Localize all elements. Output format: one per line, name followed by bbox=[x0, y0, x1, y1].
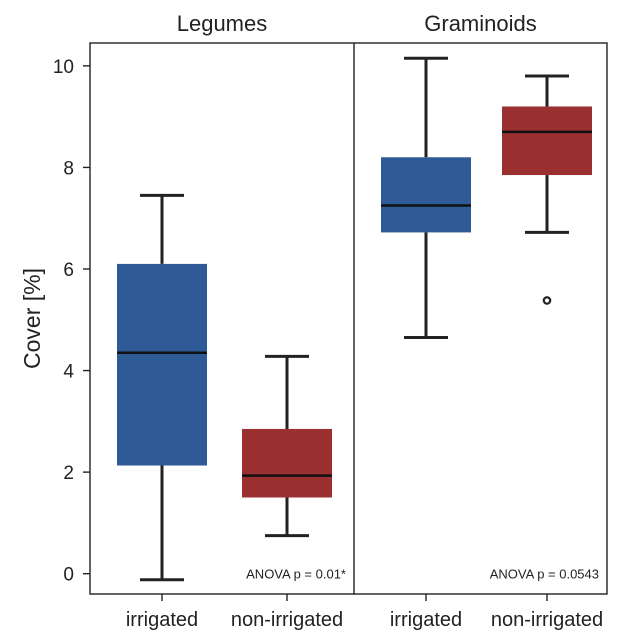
panel-title: Legumes bbox=[177, 11, 268, 36]
x-tick-label: non-irrigated bbox=[491, 609, 603, 631]
anova-annotation: ANOVA p = 0.0543 bbox=[490, 567, 599, 582]
x-tick-label: non-irrigated bbox=[231, 609, 343, 631]
boxes-layer bbox=[117, 56, 592, 582]
iqr-box bbox=[117, 263, 207, 466]
plot-frame-layer bbox=[83, 42, 608, 601]
box-non-irrigated bbox=[502, 74, 592, 305]
x-tick-label: irrigated bbox=[390, 609, 462, 631]
box-irrigated bbox=[381, 56, 471, 340]
y-tick-label: 6 bbox=[63, 260, 74, 281]
box-non-irrigated bbox=[242, 354, 332, 538]
box-irrigated bbox=[117, 193, 207, 582]
y-tick-label: 0 bbox=[63, 565, 74, 586]
y-tick-label: 10 bbox=[53, 57, 74, 78]
plot-frame bbox=[89, 42, 608, 595]
text-layer: 0 2 4 6 8 10 Cover [%] Legumes ANOVA p = 0.01* ir… bbox=[19, 11, 603, 631]
y-tick-label: 2 bbox=[63, 463, 74, 484]
iqr-box bbox=[381, 157, 471, 233]
outlier-point bbox=[542, 296, 552, 305]
y-axis-label: Cover [%] bbox=[19, 268, 45, 369]
x-tick-label: irrigated bbox=[126, 609, 198, 631]
iqr-box bbox=[242, 428, 332, 498]
anova-annotation: ANOVA p = 0.01* bbox=[246, 567, 346, 582]
iqr-box bbox=[502, 106, 592, 176]
panel-title: Graminoids bbox=[424, 11, 536, 36]
y-tick-label: 8 bbox=[63, 158, 74, 179]
y-tick-label: 4 bbox=[63, 362, 74, 383]
